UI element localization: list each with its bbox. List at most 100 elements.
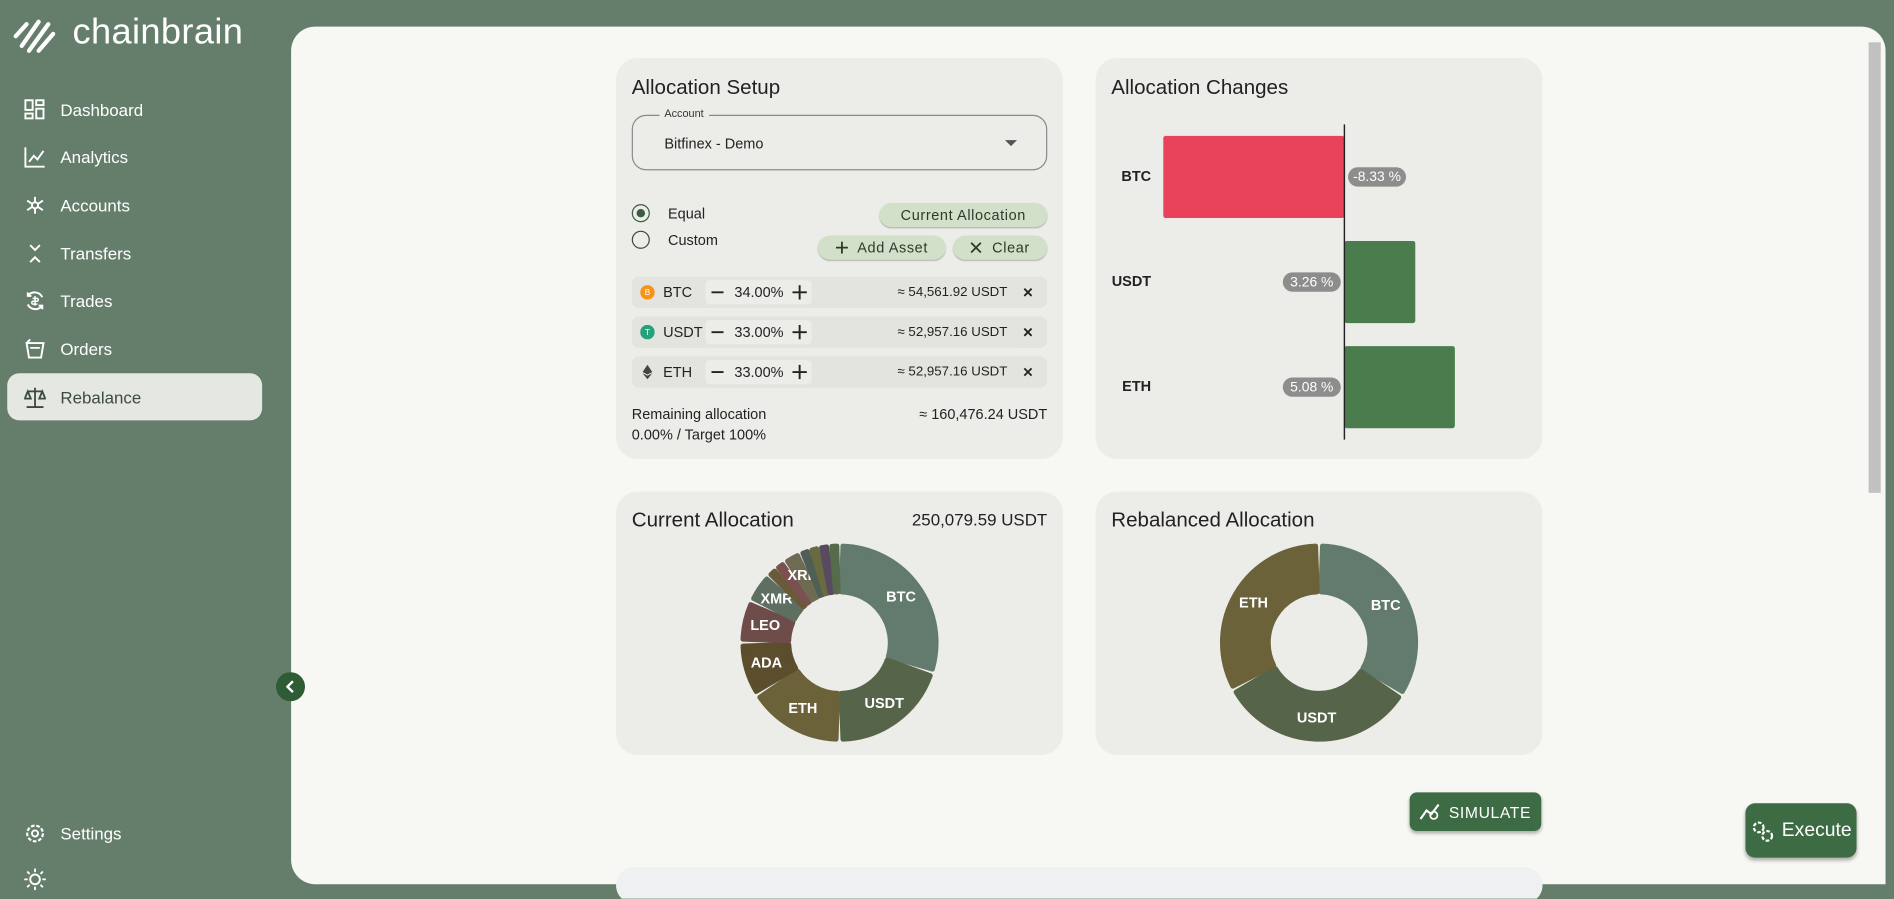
increment-button[interactable] xyxy=(792,364,807,380)
remove-button[interactable] xyxy=(1023,287,1033,297)
coin-icon: B xyxy=(640,285,655,300)
coin-icon xyxy=(642,364,653,380)
card-title: Allocation Setup xyxy=(631,76,781,100)
increment-button[interactable] xyxy=(792,285,807,300)
nav-item[interactable]: Rebalance xyxy=(7,373,263,421)
asset-amount: ≈ 54,561.92 USDT xyxy=(897,285,1008,300)
asset-row: B BTC 34.00% ≈ 54,561.92 USDT xyxy=(631,276,1048,309)
asset-symbol: USDT xyxy=(663,323,703,341)
rebalanced-allocation-card: Rebalanced Allocation BTC USDT ETH xyxy=(1095,491,1543,755)
main-panel xyxy=(291,26,1886,885)
donut-segment xyxy=(819,544,836,596)
settings-link[interactable]: Settings xyxy=(7,809,262,856)
decrement-button[interactable] xyxy=(711,286,724,298)
card-title: Allocation Changes xyxy=(1111,76,1289,100)
segment-label: USDT xyxy=(865,696,905,712)
donut-chart: BTC USDT ETH xyxy=(1220,543,1419,742)
icon xyxy=(24,387,46,408)
asset-percent: 33.00% xyxy=(734,323,784,341)
donut-segment xyxy=(838,657,933,742)
total-value: 250,079.59 USDT xyxy=(911,509,1048,530)
icon xyxy=(26,823,44,842)
segment-label: BTC xyxy=(1371,598,1401,614)
decrement-button[interactable] xyxy=(711,366,724,378)
donut-segment xyxy=(809,546,830,597)
nav-item[interactable]: Transfers xyxy=(7,230,262,277)
nav-item[interactable]: Trades xyxy=(7,278,262,325)
nav-item[interactable]: Orders xyxy=(7,326,262,373)
value-label: 5.08 % xyxy=(1290,378,1333,394)
logo-icon xyxy=(13,19,56,53)
current-allocation-card: Current Allocation 250,079.59 USDT BTC US… xyxy=(616,491,1063,755)
donut-segment xyxy=(800,549,826,599)
current-allocation-button[interactable]: Current Allocation xyxy=(879,202,1048,228)
donut-segment xyxy=(757,668,841,742)
svg-text:B: B xyxy=(645,287,651,297)
icon xyxy=(835,241,848,254)
add-asset-button[interactable]: Add Asset xyxy=(817,235,946,260)
asset-amount: ≈ 52,957.16 USDT xyxy=(897,324,1008,340)
decrement-button[interactable] xyxy=(711,326,724,338)
segment-label: ETH xyxy=(1239,596,1268,612)
dropdown-arrow xyxy=(1004,140,1018,147)
scrollbar[interactable] xyxy=(1868,42,1881,493)
value-label-pill xyxy=(1348,167,1407,187)
remaining-status: 0.00% / Target 100% xyxy=(631,426,767,444)
donut-segment xyxy=(740,641,799,694)
card-title: Rebalanced Allocation xyxy=(1111,508,1315,532)
category-label: BTC xyxy=(1121,169,1151,185)
remove-button[interactable] xyxy=(1023,327,1033,337)
radio[interactable] xyxy=(631,204,650,223)
nav-item[interactable]: Accounts xyxy=(7,182,262,229)
segment-label: USDT xyxy=(1297,710,1337,726)
icon xyxy=(29,244,41,263)
collapse-button[interactable] xyxy=(275,672,305,702)
field-value: Bitfinex - Demo xyxy=(664,135,764,153)
allocation-changes-card: Allocation Changes BTC -8.33 % USDT 3.26 % E… xyxy=(1095,57,1543,460)
value-label-pill xyxy=(1282,377,1341,397)
bar-chart: BTC -8.33 % USDT 3.26 % ETH 5.08 % xyxy=(1112,124,1455,440)
radio[interactable] xyxy=(631,230,650,249)
remaining-amount: ≈ 160,476.24 USDT xyxy=(919,405,1048,423)
segment-label: ETH xyxy=(788,701,817,717)
button-label: Current Allocation xyxy=(900,206,1026,224)
button-label: SIMULATE xyxy=(1448,802,1532,821)
increment-button[interactable] xyxy=(792,324,807,340)
donut-segment xyxy=(768,568,808,610)
asset-percent: 34.00% xyxy=(734,283,784,301)
asset-symbol: ETH xyxy=(663,363,693,381)
donut-segment xyxy=(829,543,841,595)
nav-item[interactable]: Analytics xyxy=(7,134,262,181)
segment-label: XMR xyxy=(760,592,793,608)
remove-button[interactable] xyxy=(1023,367,1033,377)
bar xyxy=(1344,346,1455,429)
value-label: -8.33 % xyxy=(1353,168,1401,184)
coin-icon: T xyxy=(640,324,655,340)
bar xyxy=(1163,135,1345,219)
card-title: Current Allocation xyxy=(631,508,794,532)
nav-label: Rebalance xyxy=(60,387,142,407)
nav-label: Dashboard xyxy=(60,99,144,119)
nav-label: Orders xyxy=(60,339,113,359)
simulate-button[interactable]: SIMULATE xyxy=(1409,792,1542,832)
category-label: USDT xyxy=(1112,274,1152,290)
execute-button[interactable]: Execute xyxy=(1745,803,1857,858)
account-select[interactable]: Account Bitfinex - Demo xyxy=(631,107,1048,171)
donut-segment xyxy=(776,562,813,606)
asset-row: T USDT 33.00% ≈ 52,957.16 USDT xyxy=(631,316,1048,348)
icon xyxy=(25,338,45,359)
radio-label: Custom xyxy=(667,231,718,249)
value-label-pill xyxy=(1282,272,1341,292)
nav-label: Trades xyxy=(60,291,113,311)
clear-button[interactable]: Clear xyxy=(953,235,1048,260)
nav-label: Transfers xyxy=(60,243,132,263)
theme-toggle[interactable] xyxy=(24,868,46,891)
nav-label: Settings xyxy=(60,823,122,843)
segment-label: LEO xyxy=(750,618,780,634)
icon xyxy=(26,291,44,311)
nav-item[interactable]: Dashboard xyxy=(7,86,262,133)
donut-segment xyxy=(751,576,804,622)
